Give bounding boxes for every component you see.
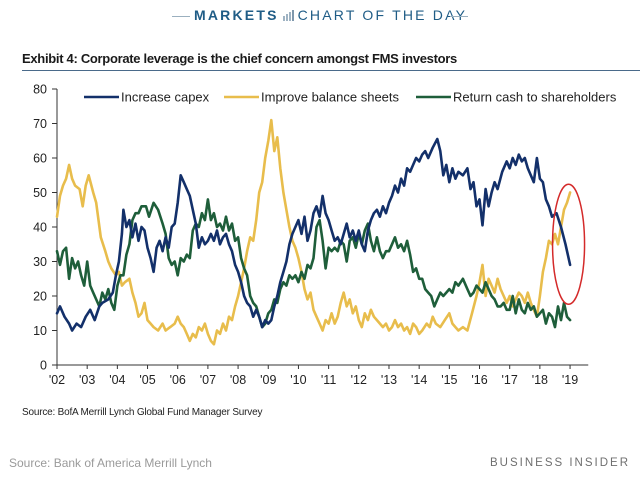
x-tick-label: '15 <box>441 373 457 387</box>
x-tick-label: '03 <box>79 373 95 387</box>
x-tick-label: '04 <box>109 373 125 387</box>
header-label: CHART OF THE DAY <box>297 7 468 23</box>
x-tick-label: '18 <box>532 373 548 387</box>
highlight-ellipse <box>551 183 586 305</box>
exhibit-divider <box>22 70 640 71</box>
y-tick-label: 80 <box>33 83 47 97</box>
bar-chart-icon <box>282 10 294 21</box>
x-tick-label: '10 <box>290 373 306 387</box>
x-tick-label: '17 <box>502 373 518 387</box>
y-tick-label: 0 <box>40 359 47 373</box>
x-tick-label: '07 <box>200 373 216 387</box>
y-tick-label: 40 <box>33 221 47 235</box>
legend-label-improve-balance-sheets: Improve balance sheets <box>261 90 400 105</box>
header-section: MARKETS <box>194 7 279 23</box>
x-tick-label: '05 <box>139 373 155 387</box>
x-tick-label: '16 <box>471 373 487 387</box>
y-tick-label: 60 <box>33 152 47 166</box>
series-line-return-cash-to-shareholders <box>55 198 572 329</box>
page-header: MARKETS CHART OF THE DAY <box>0 0 640 34</box>
series-line-increase-capex <box>55 137 572 332</box>
header-rule-right <box>450 16 468 17</box>
legend-label-increase-capex: Increase capex <box>121 90 210 105</box>
series-layer <box>55 118 572 346</box>
header-title: MARKETS CHART OF THE DAY <box>194 7 467 23</box>
x-tick-label: '11 <box>321 373 336 387</box>
x-tick-label: '13 <box>381 373 397 387</box>
y-tick-label: 50 <box>33 186 47 200</box>
series-line-improve-balance-sheets <box>55 118 572 346</box>
x-tick-label: '09 <box>260 373 276 387</box>
legend: Increase capex Improve balance sheets Retu… <box>84 90 617 105</box>
chart-source-note: Source: BofA Merrill Lynch Global Fund M… <box>22 407 263 418</box>
exhibit-title: Exhibit 4: Corporate leverage is the chi… <box>22 51 457 66</box>
page-source: Source: Bank of America Merrill Lynch <box>9 456 212 470</box>
annotation-layer <box>551 183 586 305</box>
x-tick-label: '14 <box>411 373 427 387</box>
header-rule-left <box>172 16 190 17</box>
x-tick-label: '02 <box>49 373 65 387</box>
y-tick-label: 30 <box>33 255 47 269</box>
legend-label-return-cash-to-shareholders: Return cash to shareholders <box>453 90 617 105</box>
axes: 0 10 20 30 40 50 60 70 80 '02 '03 '04 '05 '06 '07 '08 '0… <box>33 83 589 387</box>
x-tick-label: '12 <box>351 373 367 387</box>
x-tick-label: '19 <box>562 373 578 387</box>
y-tick-label: 10 <box>33 324 47 338</box>
x-tick-label: '06 <box>170 373 186 387</box>
x-tick-label: '08 <box>230 373 246 387</box>
y-tick-label: 20 <box>33 290 47 304</box>
brand-logo: BUSINESS INSIDER <box>490 457 630 469</box>
y-tick-label: 70 <box>33 117 47 131</box>
